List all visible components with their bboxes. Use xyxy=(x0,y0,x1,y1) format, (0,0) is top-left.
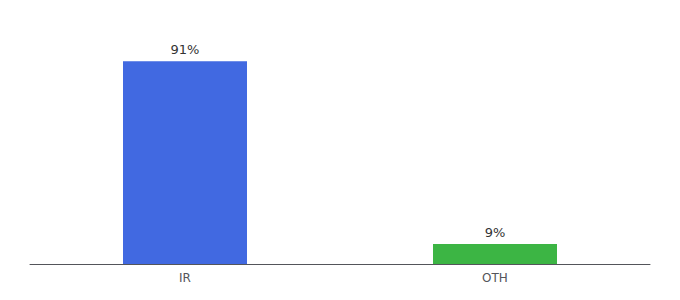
svg-text:OTH: OTH xyxy=(482,271,508,285)
svg-text:91%: 91% xyxy=(171,42,200,57)
svg-text:9%: 9% xyxy=(485,225,506,240)
svg-text:IR: IR xyxy=(179,271,191,285)
